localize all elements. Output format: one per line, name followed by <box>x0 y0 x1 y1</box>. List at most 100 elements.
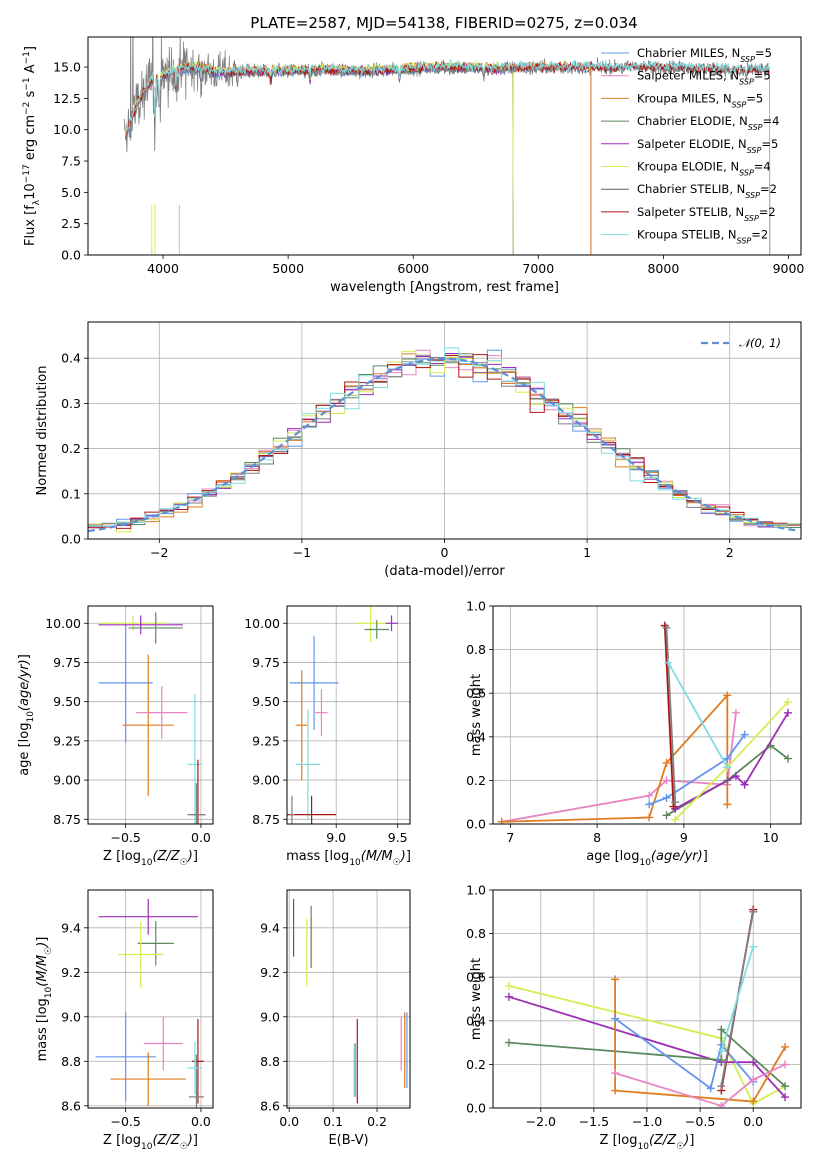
x-tick-label: −2 <box>150 545 168 560</box>
axes-frame <box>87 321 802 540</box>
y-tick-label: 1.0 <box>466 883 486 898</box>
y-tick-label: 9.75 <box>53 655 81 670</box>
y-tick-label: 0.0 <box>61 532 81 547</box>
x-axis-label: (data-model)/error <box>384 564 505 579</box>
mass_weight_vs_Z-plot-area <box>504 905 790 1108</box>
y-tick-label: 9.00 <box>252 773 280 788</box>
y-tick-label: 9.25 <box>53 733 81 748</box>
x-tick-label: 9000 <box>773 261 805 276</box>
y-tick-label: 9.0 <box>260 1009 280 1024</box>
model-spectrum-kroupa-stelib <box>125 59 771 255</box>
legend-entry-kroupa-elodie-n: Kroupa ELODIE, NSSP=4 <box>637 160 771 178</box>
y-tick-label: 0.6 <box>466 686 486 701</box>
y-tick-label: 8.75 <box>252 812 280 827</box>
weight-marker <box>783 754 792 763</box>
x-axis-label: Z [log10(Z/Z☉)] <box>600 1133 695 1152</box>
weight-marker <box>749 1075 758 1084</box>
x-axis-label: wavelength [Angstrom, rest frame] <box>330 280 559 295</box>
x-tick-label: 0.2 <box>367 1114 387 1129</box>
weight-series-kroupa-stelib <box>664 658 732 772</box>
x-tick-label: −1.0 <box>632 1114 662 1129</box>
y-axis-label: mass weight <box>469 958 484 1040</box>
residual_histogram-panel: −2 −1 0 1 2 0.0 0.1 0.2 0.3 0.4 𝒩(0, 1) (data-model… <box>35 321 802 579</box>
y-tick-label: 0.4 <box>466 1013 486 1028</box>
weight-marker <box>749 907 758 916</box>
weight-marker <box>662 776 671 785</box>
legend-entry-normal: 𝒩(0, 1) <box>739 336 781 350</box>
legend-entry-kroupa-stelib-n: Kroupa STELIB, NSSP=2 <box>637 228 768 246</box>
weight-marker <box>740 780 749 789</box>
legend-entry-chabrier-stelib-n: Chabrier STELIB, NSSP=2 <box>637 182 777 200</box>
weight-marker <box>749 1058 758 1067</box>
figure-title: PLATE=2587, MJD=54138, FIBERID=0275, z=0… <box>250 14 637 32</box>
errorbar-salpeter-miles <box>143 1016 183 1071</box>
weight-series-kroupa-miles <box>611 975 790 1106</box>
errorbar-salpeter-stelib <box>287 795 337 824</box>
weight-series-chabrier-miles <box>645 730 749 809</box>
y-tick-label: 9.0 <box>61 1009 81 1024</box>
weight-marker <box>662 758 671 767</box>
x-tick-label: −0.5 <box>685 1114 715 1129</box>
y-tick-label: 0.8 <box>466 642 486 657</box>
weight-marker <box>611 975 620 984</box>
errorbar-kroupa-stelib <box>187 693 203 824</box>
x-tick-label: 2 <box>726 545 734 560</box>
weight-marker <box>781 1093 790 1102</box>
x-tick-label: 8 <box>593 830 601 845</box>
y-tick-label: 0.2 <box>466 1057 486 1072</box>
errorbar-chabrier-elodie <box>364 620 390 639</box>
weight-marker <box>781 1082 790 1091</box>
y-tick-label: 8.6 <box>260 1098 280 1113</box>
age_vs_Z-panel: −0.5 0.0 8.75 9.00 9.25 9.50 9.75 10.00 Z [log10… <box>17 605 214 868</box>
model-spectrum-chabrier-miles <box>125 62 592 255</box>
normal-reference-curve <box>88 357 799 533</box>
weight-marker <box>731 772 740 781</box>
weight-marker <box>645 800 654 809</box>
spectrum-panel: 4000 5000 6000 7000 8000 9000 0.0 2.5 5.0 7.5 10.0… <box>22 36 805 295</box>
weight-series-kroupa-stelib <box>717 942 758 1056</box>
x-tick-label: −1 <box>293 545 311 560</box>
weight-marker <box>717 1047 726 1056</box>
y-tick-label: 10.00 <box>45 616 81 631</box>
y-tick-label: 0.8 <box>466 926 486 941</box>
mass_vs_Z-panel: −0.5 0.0 8.6 8.8 9.0 9.2 9.4 Z [log10(Z/Z☉)] mas… <box>35 889 214 1152</box>
legend-entry-kroupa-miles-n: Kroupa MILES, NSSP=5 <box>637 91 763 109</box>
weight-marker <box>749 942 758 951</box>
x-tick-label: 1 <box>583 545 591 560</box>
weight-marker <box>731 708 740 717</box>
y-tick-label: 9.4 <box>260 920 280 935</box>
x-tick-label: 7000 <box>522 261 554 276</box>
errorbar-chabrier-stelib <box>289 795 295 824</box>
weight-marker <box>717 1082 726 1091</box>
weight-marker <box>749 1097 758 1106</box>
y-axis-label: age [log10(age/yr)] <box>17 654 36 776</box>
weight-marker <box>664 658 673 667</box>
spectrum-legend: Chabrier MILES, NSSP=5 Salpeter MILES, NS… <box>601 46 779 245</box>
axes-frame <box>87 889 214 1109</box>
model-spectrum-salpeter-elodie <box>125 61 514 255</box>
mass_vs_EBV-plot-area <box>292 898 408 1104</box>
x-axis-label: E(B-V) <box>328 1133 368 1148</box>
y-tick-label: 0.0 <box>466 1101 486 1116</box>
x-tick-label: 0.0 <box>191 830 211 845</box>
errorbar-salpeter-elodie <box>385 615 398 632</box>
errorbar-kroupa-miles <box>122 654 174 796</box>
errorbar-kroupa-elodie <box>100 615 167 632</box>
model-spectrum-chabrier-elodie <box>125 62 514 255</box>
weight-marker <box>717 1056 726 1065</box>
errorbar-kroupa-elodie <box>355 606 386 643</box>
y-tick-label: 0.2 <box>466 773 486 788</box>
errorbar-chabrier-miles <box>98 623 153 743</box>
age_vs_Z-plot-area <box>98 612 206 824</box>
weight-marker <box>717 1025 726 1034</box>
errorbar-chabrier-elodie <box>137 921 174 966</box>
weight-marker <box>611 1069 620 1078</box>
y-tick-label: 8.8 <box>61 1054 81 1069</box>
y-tick-label: 9.75 <box>252 655 280 670</box>
x-axis-label: mass [log10(M/M☉)] <box>286 849 411 868</box>
y-tick-label: 0.2 <box>61 441 81 456</box>
x-tick-label: −2.0 <box>526 1114 556 1129</box>
weight-marker <box>671 798 680 807</box>
mass_weight_vs_age-panel: 7 8 9 10 0.0 0.2 0.4 0.6 0.8 1.0 age [log10(age/yr… <box>466 599 802 868</box>
